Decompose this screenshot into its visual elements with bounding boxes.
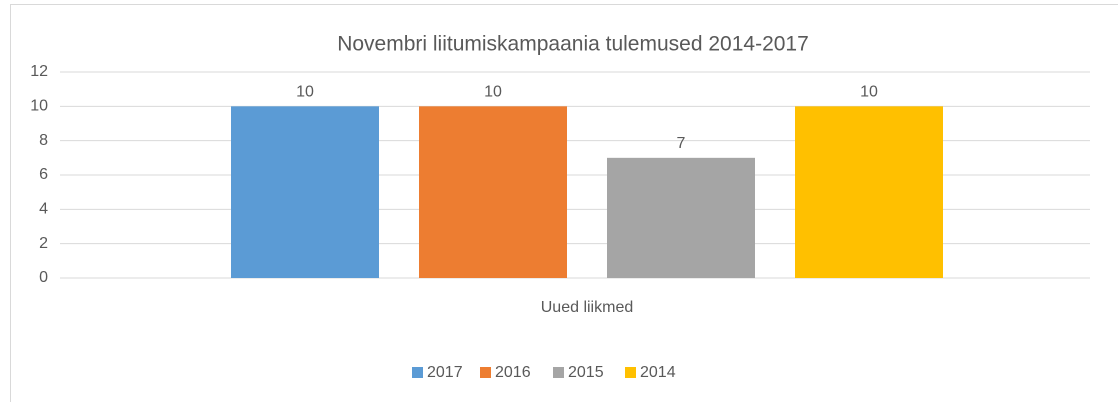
legend-swatch	[625, 367, 636, 378]
x-tick-label: Uued liikmed	[541, 299, 633, 316]
legend-label: 2015	[568, 364, 604, 381]
bar	[419, 106, 567, 278]
legend-label: 2016	[495, 364, 531, 381]
y-tick-label: 0	[39, 269, 48, 286]
bar	[795, 106, 943, 278]
y-tick-label: 6	[39, 166, 48, 183]
legend-label: 2017	[427, 364, 463, 381]
y-tick-label: 10	[30, 98, 48, 115]
bar	[231, 106, 379, 278]
chart-frame	[10, 4, 1118, 402]
data-label: 10	[484, 84, 502, 101]
data-label: 7	[677, 135, 686, 152]
chart-title: Novembri liitumiskampaania tulemused 201…	[337, 33, 809, 56]
bar	[607, 157, 755, 278]
legend-swatch	[553, 367, 564, 378]
legend-label: 2014	[640, 364, 676, 381]
legend-swatch	[480, 367, 491, 378]
legend-swatch	[412, 367, 423, 378]
y-tick-label: 12	[30, 63, 48, 80]
y-tick-label: 2	[39, 235, 48, 252]
data-label: 10	[860, 84, 878, 101]
y-tick-label: 4	[39, 201, 48, 218]
data-label: 10	[296, 84, 314, 101]
y-tick-label: 8	[39, 132, 48, 149]
